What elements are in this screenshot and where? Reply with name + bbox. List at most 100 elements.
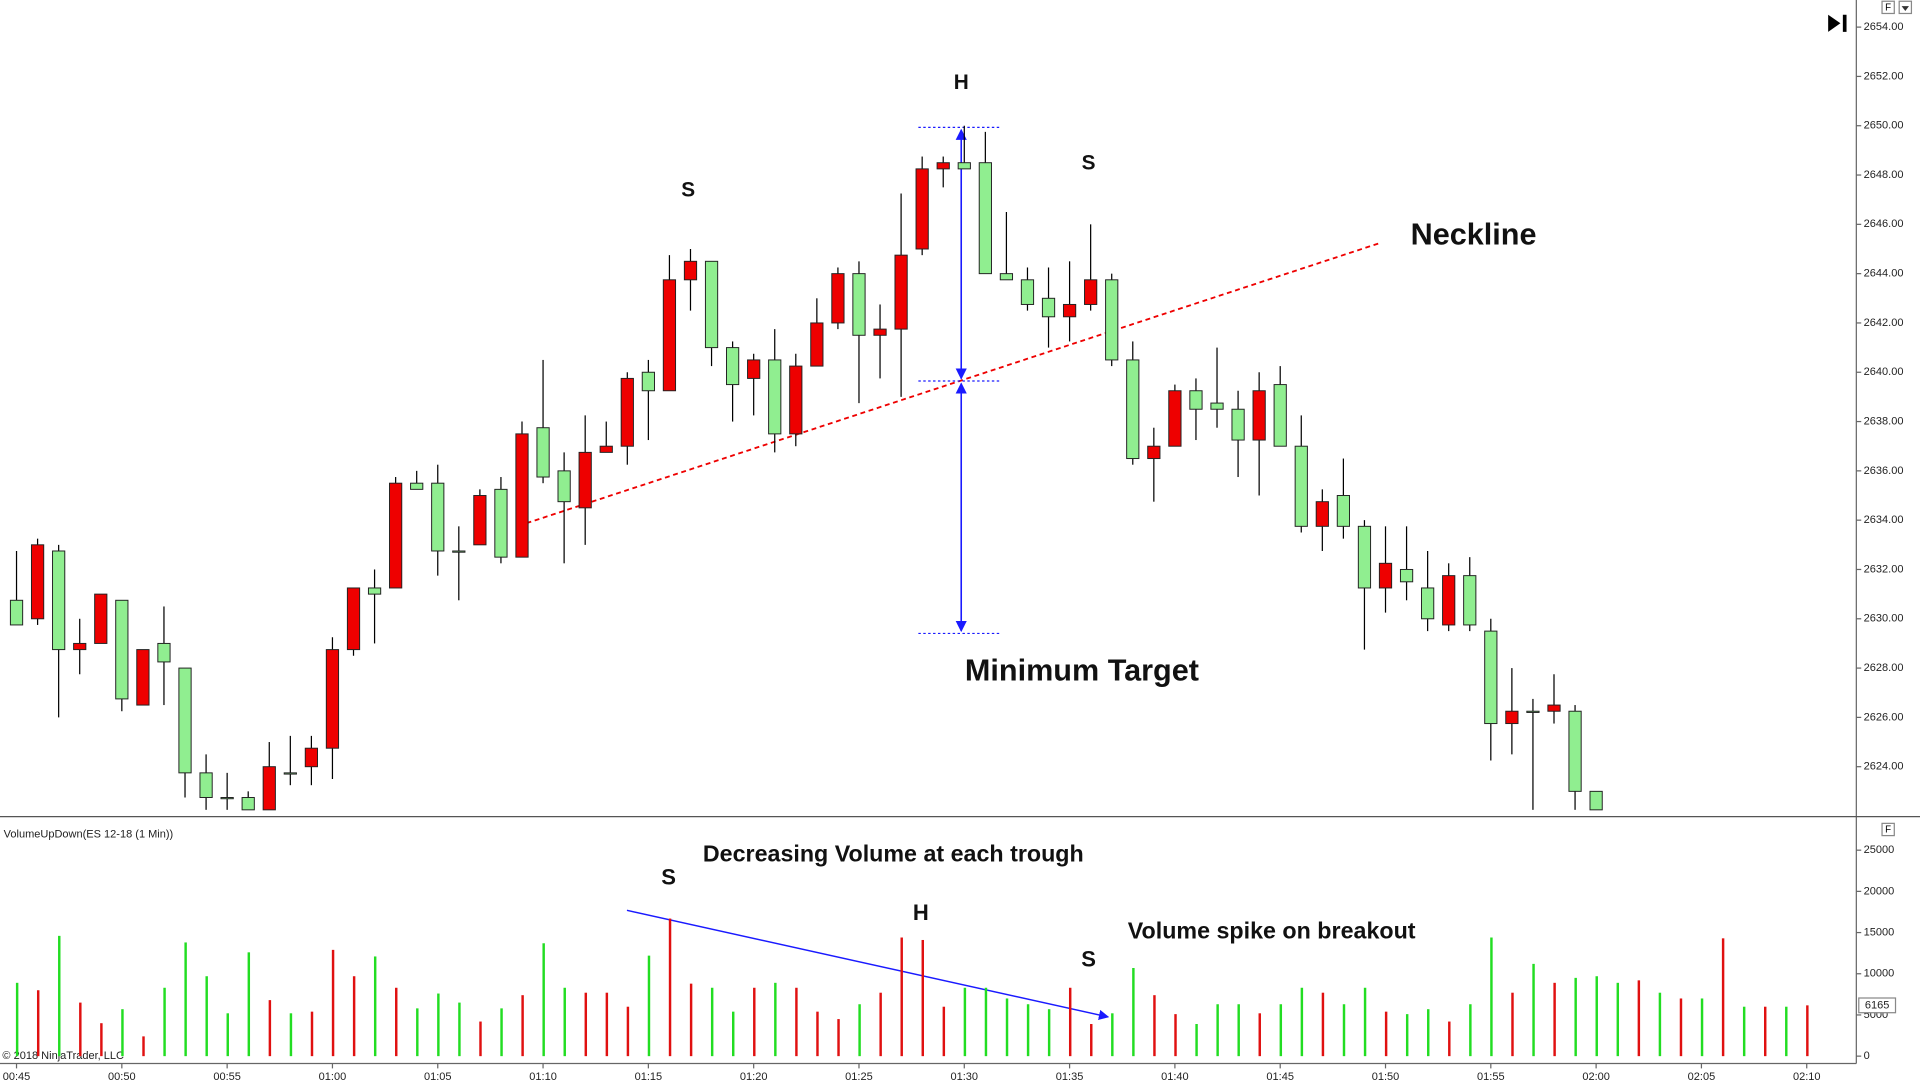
volume-bar: [1574, 977, 1577, 1057]
volume-bar: [352, 976, 356, 1057]
candle-body: [1442, 575, 1456, 626]
annotation: Decreasing Volume at each trough: [703, 840, 1084, 866]
candle-body: [283, 772, 297, 775]
volume-bar: [268, 1000, 272, 1057]
candle-body: [367, 587, 382, 595]
candle-body: [768, 359, 782, 435]
volume-bar: [1090, 1024, 1093, 1057]
volume-bar: [1553, 982, 1556, 1057]
volume-bar: [689, 983, 693, 1057]
volume-bar: [753, 987, 756, 1057]
y-tick-label: 2646.00: [1864, 218, 1904, 230]
candle-body: [494, 488, 508, 558]
y-tick-label: 2626.00: [1864, 711, 1904, 723]
candle-body: [346, 587, 361, 651]
candle-body: [241, 797, 255, 811]
candle-body: [1084, 279, 1098, 305]
annotation: S: [1081, 946, 1096, 971]
volume-bar: [1279, 1004, 1283, 1057]
volume-bar: [1427, 1009, 1430, 1057]
volume-bar: [1469, 1004, 1472, 1057]
volume-bar: [837, 1019, 840, 1057]
button-label[interactable]: F: [1885, 825, 1891, 836]
annotation: Volume spike on breakout: [1128, 918, 1416, 944]
volume-bar: [963, 987, 967, 1057]
volume-bar: [437, 993, 440, 1057]
volume-bar: [921, 939, 924, 1057]
candle-body: [578, 451, 592, 509]
y-tick-label: 2654.00: [1864, 21, 1904, 33]
volume-bar: [1174, 1014, 1177, 1057]
candle-body: [452, 550, 466, 553]
button-box[interactable]: [1881, 822, 1895, 837]
volume-bar: [521, 995, 524, 1057]
x-tick-label: 01:35: [1056, 1071, 1084, 1083]
candle-body: [831, 273, 845, 324]
volume-bar: [1679, 998, 1683, 1057]
volume-bar: [1132, 967, 1135, 1057]
candle-body: [873, 328, 887, 336]
x-tick-label: 01:30: [951, 1071, 979, 1083]
candle-body: [852, 273, 866, 336]
volume-bar: [942, 1006, 946, 1057]
volume-bar: [1532, 963, 1535, 1057]
y-tick-label: 10000: [1864, 968, 1895, 980]
dropdown-icon[interactable]: [1901, 6, 1909, 12]
volume-bar: [1005, 998, 1009, 1057]
candle-body: [515, 433, 529, 558]
y-tick-label: 2630.00: [1864, 613, 1904, 625]
x-tick-label: 00:50: [108, 1071, 136, 1083]
candle-body: [557, 470, 571, 503]
candle-body: [1105, 279, 1119, 361]
y-tick-label: 25000: [1864, 844, 1895, 856]
volume-bar: [795, 987, 798, 1057]
x-tick-label: 00:55: [213, 1071, 241, 1083]
last-value-label: 6165: [1865, 999, 1890, 1011]
candle-body: [810, 322, 824, 367]
volume-bar: [479, 1021, 482, 1057]
volume-bar: [1068, 987, 1072, 1057]
scroll-end-icon[interactable]: [1828, 14, 1847, 32]
x-tick-label: 01:45: [1266, 1071, 1294, 1083]
button-box[interactable]: [1881, 0, 1895, 15]
volume-bar: [226, 1013, 229, 1057]
candle-body: [1210, 402, 1224, 410]
volume-bar: [58, 935, 61, 1057]
volume-bar: [416, 1008, 419, 1057]
candle-body: [1547, 704, 1561, 712]
volume-bar: [1637, 980, 1641, 1057]
volume-bar: [647, 955, 651, 1057]
candle-body: [1147, 445, 1161, 460]
volume-bar: [1384, 1011, 1388, 1057]
candle-body: [1189, 390, 1203, 410]
volume-bar: [247, 952, 251, 1057]
candle-body: [936, 162, 950, 170]
y-tick-label: 2628.00: [1864, 662, 1904, 674]
volume-bar: [1237, 1004, 1240, 1057]
volume-bar: [163, 987, 166, 1057]
candle-body: [136, 649, 150, 706]
volume-bar: [774, 982, 777, 1057]
copyright: © 2018 NinjaTrader, LLC: [2, 1050, 124, 1062]
candle-body: [957, 162, 971, 170]
button-label[interactable]: F: [1885, 3, 1891, 14]
candle-body: [683, 260, 698, 281]
volume-bar: [1721, 938, 1725, 1057]
x-tick-label: 01:10: [529, 1071, 557, 1083]
candle-body: [725, 347, 740, 386]
volume-bar: [458, 1002, 461, 1057]
volume-bar: [310, 1011, 314, 1057]
candle-body: [304, 747, 319, 768]
volume-bar: [1742, 1006, 1746, 1057]
x-tick-label: 02:05: [1688, 1071, 1716, 1083]
x-tick-label: 01:55: [1477, 1071, 1505, 1083]
x-tick-label: 01:50: [1372, 1071, 1400, 1083]
candle-body: [30, 544, 45, 620]
candle-body: [220, 797, 234, 800]
annotation: S: [1082, 152, 1096, 175]
x-tick-label: 01:20: [740, 1071, 768, 1083]
volume-bar: [732, 1011, 735, 1057]
volume-bar: [900, 937, 903, 1057]
indicator-title: VolumeUpDown(ES 12-18 (1 Min)): [4, 828, 174, 840]
